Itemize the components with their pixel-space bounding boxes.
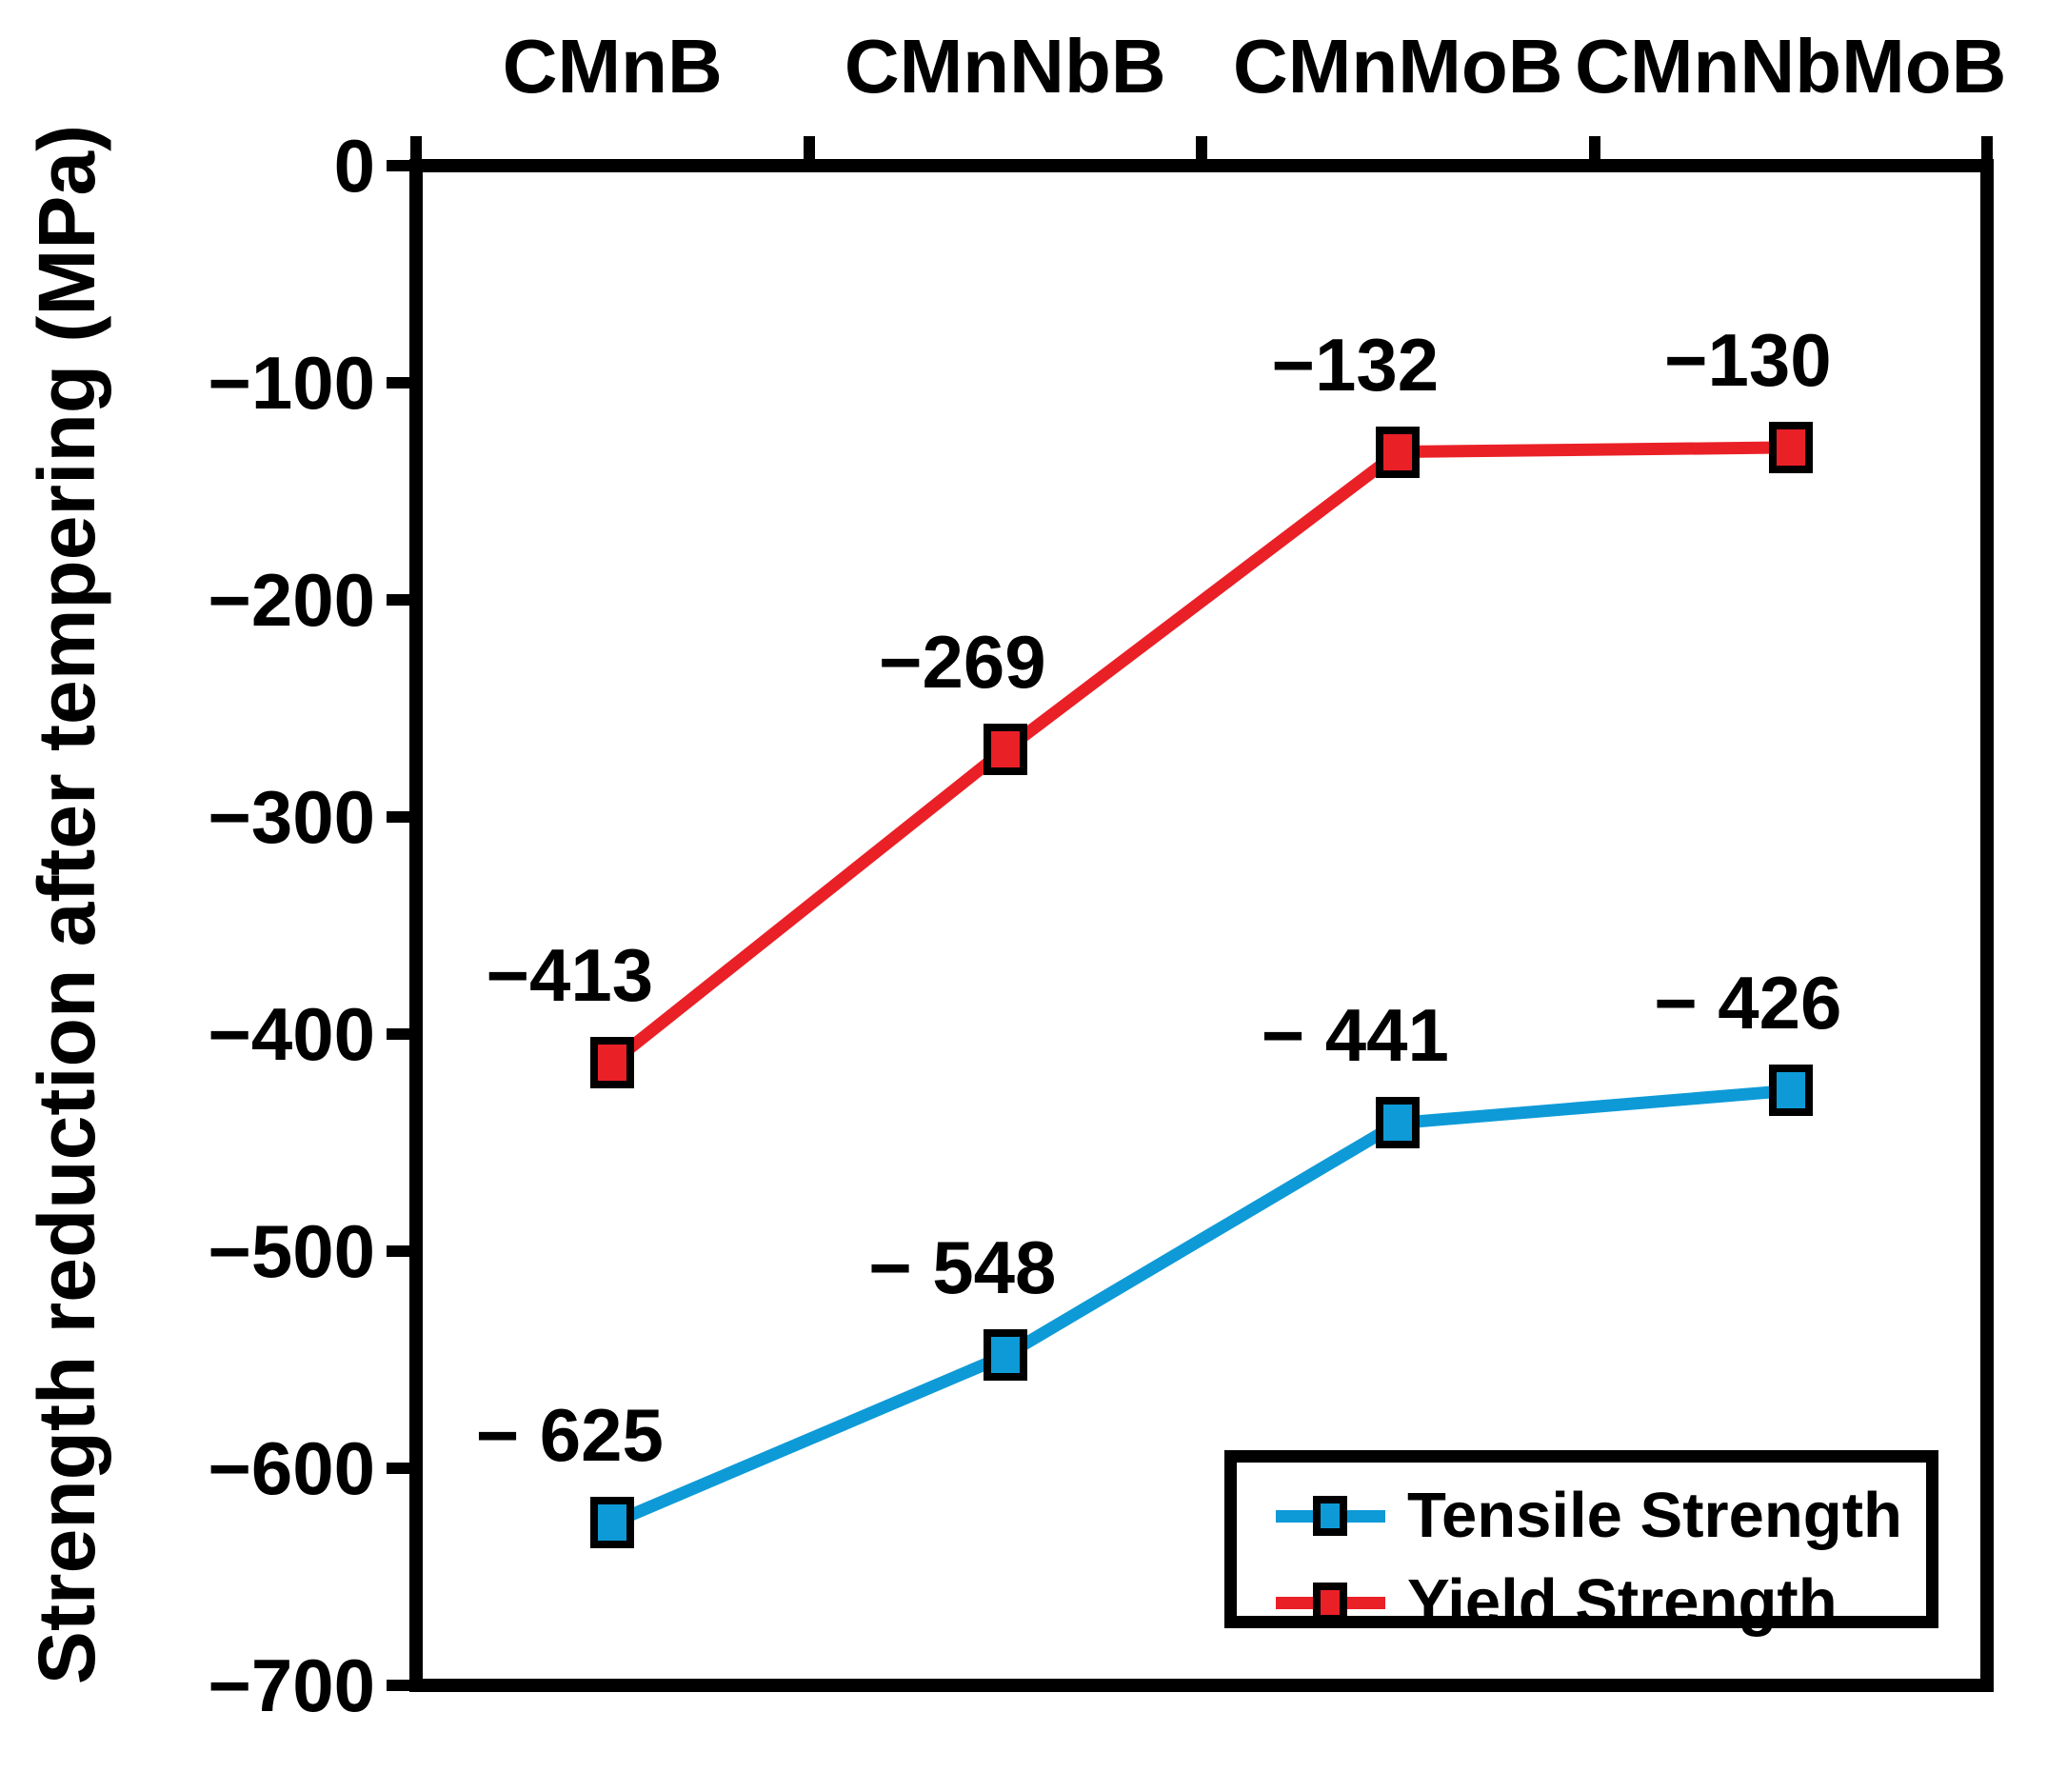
data-point-label: − 625 [475,1393,664,1477]
data-point-marker [1768,422,1813,474]
legend-label: Tensile Strength [1407,1480,1902,1551]
x-axis-tick [803,136,815,159]
data-point-marker [1768,1065,1813,1117]
y-axis-tick-label: −100 [208,341,375,425]
data-point-marker [1376,1097,1421,1149]
x-axis-category-label: CMnB [502,24,723,109]
data-point-label: − 441 [1261,993,1449,1078]
data-point-label: − 548 [868,1225,1057,1310]
data-point-marker [590,1497,635,1548]
data-point-marker [1376,426,1421,478]
y-axis-tick-label: −300 [208,775,375,859]
y-axis-tick [387,377,409,388]
x-axis-tick [1588,136,1600,159]
y-axis-tick [387,160,409,171]
plot-frame [409,159,1994,1692]
y-axis-tick [387,1028,409,1040]
y-axis-tick [387,811,409,823]
data-point-label: −130 [1663,318,1832,403]
legend-marker-icon [1313,1496,1347,1536]
x-axis-tick [410,136,422,159]
y-axis-tick-label: −700 [208,1643,375,1727]
data-point-label: − 426 [1654,961,1842,1045]
series-line-segment [1397,1084,1792,1129]
x-axis-tick [1196,136,1207,159]
data-point-marker [983,724,1027,776]
y-axis-tick [387,1680,409,1691]
series-line-segment [608,745,1009,1067]
y-axis-tick-label: 0 [333,124,375,208]
series-line-segment [1001,447,1402,755]
data-point-label: −269 [878,620,1046,705]
series-line-segment [1398,441,1791,459]
legend-label: Yield Strength [1407,1566,1838,1638]
data-point-marker [983,1329,1027,1382]
y-axis-tick-label: −600 [208,1426,375,1510]
y-axis-tick-label: −200 [208,558,375,642]
data-point-label: −413 [486,932,654,1017]
y-axis-tick-label: −500 [208,1209,375,1293]
legend-marker-icon [1313,1583,1347,1623]
x-axis-category-label: CMnMoB [1232,24,1563,109]
x-axis-category-label: CMnNbMoB [1575,24,2007,109]
data-point-marker [590,1036,635,1088]
legend: Tensile Strength Yield Strength [1224,1450,1938,1637]
y-axis-tick [387,1463,409,1474]
y-axis-tick [387,1245,409,1257]
data-point-label: −132 [1271,322,1440,407]
y-axis-tick-label: −400 [208,992,375,1076]
y-axis-tick [387,594,409,606]
x-axis-category-label: CMnNbB [844,24,1166,109]
x-axis-tick [1981,136,1993,159]
